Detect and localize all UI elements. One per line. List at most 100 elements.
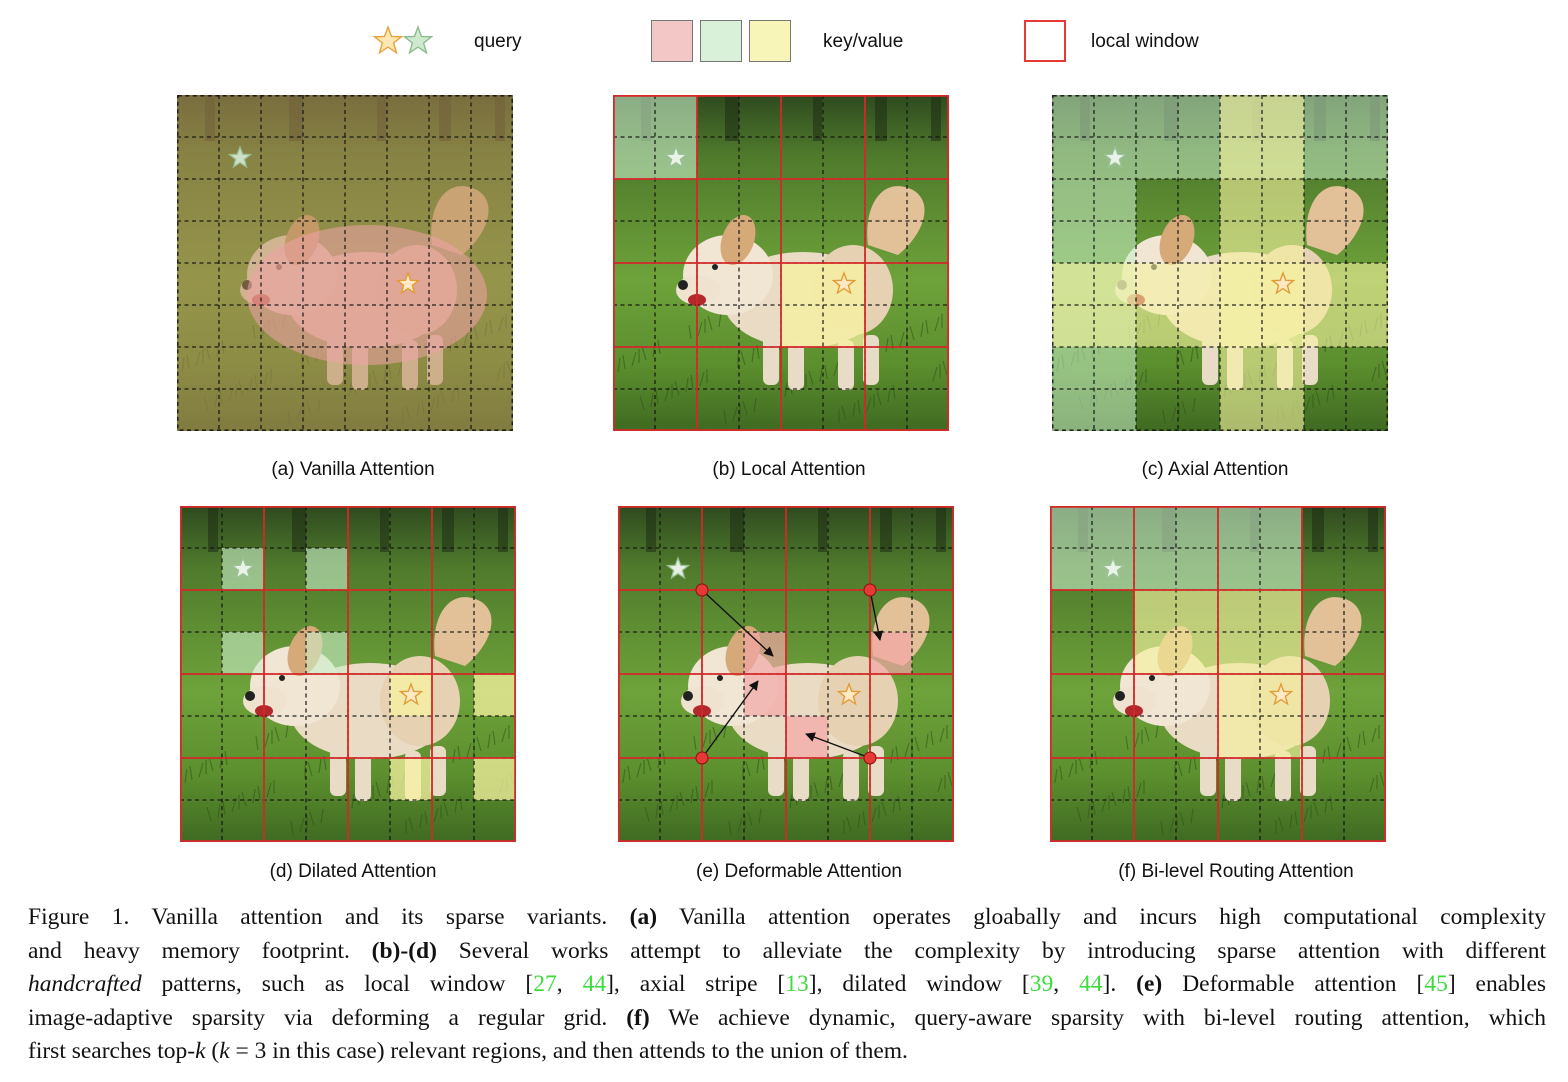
dog-leg	[793, 751, 809, 801]
tree-trunk	[498, 506, 508, 552]
tree-trunk	[292, 506, 306, 552]
query-star-orange-icon	[395, 270, 421, 295]
tree-trunk	[442, 506, 454, 552]
kv-cell	[306, 632, 348, 674]
query-star-green-icon	[663, 145, 689, 169]
legend-keyvalue-label: key/value	[823, 31, 904, 52]
panel-border	[618, 506, 954, 842]
query-star-green-icon	[1102, 145, 1128, 169]
kv-cell	[474, 674, 516, 716]
kv-cell	[306, 548, 348, 590]
query-star-green-icon	[665, 556, 691, 580]
kv-cell	[1134, 590, 1218, 674]
tree-trunk	[730, 506, 744, 552]
caption-deformable-attention: (e) Deformable Attention	[696, 861, 902, 882]
dog-leg	[355, 751, 371, 801]
offset-arrow	[701, 680, 759, 759]
panel-border	[1052, 95, 1388, 431]
query-star-orange-icon	[1268, 681, 1294, 706]
offset-arrow	[869, 589, 884, 641]
reference-point	[695, 751, 709, 765]
tree-trunk	[875, 95, 887, 141]
panel-dilated-attention	[180, 506, 516, 842]
dog-leg	[788, 340, 804, 390]
citation-link[interactable]: 13	[785, 971, 809, 997]
local-window-grid	[618, 506, 954, 842]
reference-point	[695, 583, 709, 597]
legend-query-stars-icon	[372, 24, 434, 55]
legend-kv-yellow-swatch	[749, 20, 791, 62]
token-grid	[1052, 95, 1388, 431]
local-window-grid	[1050, 506, 1386, 842]
panel-deformable-attention	[618, 506, 954, 842]
query-star-orange-icon	[1270, 270, 1296, 295]
dog-leg	[1275, 751, 1291, 801]
panel-border	[1050, 506, 1386, 842]
panel-border	[180, 506, 516, 842]
panel-border	[613, 95, 949, 431]
tree-trunk	[936, 506, 946, 552]
reference-point	[863, 751, 877, 765]
caption-dilated-attention: (d) Dilated Attention	[269, 861, 437, 882]
citation-link[interactable]: 39	[1029, 971, 1054, 997]
kv-cell	[222, 632, 264, 674]
legend-query-label: query	[474, 31, 522, 52]
dog-leg	[838, 340, 854, 390]
tree-trunk	[818, 506, 827, 552]
dog-leg	[763, 335, 779, 385]
panel-bilevel-routing-attention	[1050, 506, 1386, 842]
dog-leg	[1200, 746, 1216, 796]
caption-line-1: Figure 1. Vanilla attention and its spar…	[28, 904, 1546, 930]
caption-local-attention: (b) Local Attention	[712, 459, 866, 480]
caption-axial-attention: (c) Axial Attention	[1141, 459, 1289, 480]
tree-trunk	[931, 95, 941, 141]
legend-window-swatch	[1024, 20, 1066, 62]
kv-cell	[786, 716, 828, 758]
citation-link[interactable]: 44	[582, 971, 607, 997]
citation-link[interactable]: 45	[1424, 971, 1448, 997]
caption-line-4: image-adaptive sparsity via deforming a …	[28, 1004, 1546, 1031]
legend-kv-green-swatch	[700, 20, 742, 62]
dog-figure	[681, 597, 930, 801]
legend-window-label: local window	[1091, 31, 1199, 52]
query-star-orange-icon	[398, 681, 424, 706]
tree-trunk	[380, 506, 389, 552]
tree-trunk	[208, 506, 218, 552]
caption-vanilla-attention: (a) Vanilla Attention	[271, 459, 435, 480]
kv-cell	[390, 758, 432, 800]
query-star-green-icon	[230, 556, 256, 580]
reference-point	[863, 583, 877, 597]
citation-link[interactable]: 44	[1079, 971, 1103, 997]
dog-leg	[1225, 751, 1241, 801]
caption-line-2: and heavy memory footprint. (b)-(d) Seve…	[28, 937, 1546, 964]
dog-leg	[843, 751, 859, 801]
kv-cell	[870, 632, 912, 674]
query-star-orange-icon	[836, 681, 862, 706]
tree-trunk	[880, 506, 892, 552]
dog-leg	[768, 746, 784, 796]
caption-line-3: handcrafted patterns, such as local wind…	[28, 971, 1547, 997]
caption-bilevel-routing-attention: (f) Bi-level Routing Attention	[1118, 861, 1354, 882]
grass-blades	[613, 311, 948, 425]
dog-leg	[330, 746, 346, 796]
citation-link[interactable]: 27	[533, 971, 557, 997]
offset-arrow	[701, 589, 774, 657]
tree-trunk	[1368, 506, 1378, 552]
tree-trunk	[813, 95, 822, 141]
query-star-orange-icon	[831, 270, 857, 295]
panel-vanilla-attention	[177, 95, 513, 431]
panel-border	[177, 95, 513, 431]
dog-highlight-overlay	[247, 225, 487, 365]
tree-trunk	[1312, 506, 1324, 552]
tree-trunk	[646, 506, 656, 552]
offset-arrow	[805, 732, 871, 759]
legend: query key/value local window	[0, 0, 1568, 80]
kv-cell	[474, 758, 516, 800]
token-grid	[177, 95, 513, 431]
panel-axial-attention	[1052, 95, 1388, 431]
query-star-green-icon	[227, 145, 253, 169]
legend-kv-red-swatch	[651, 20, 693, 62]
panel-local-attention	[613, 95, 949, 431]
local-window-grid	[613, 95, 949, 431]
query-star-green-icon	[1100, 556, 1126, 580]
